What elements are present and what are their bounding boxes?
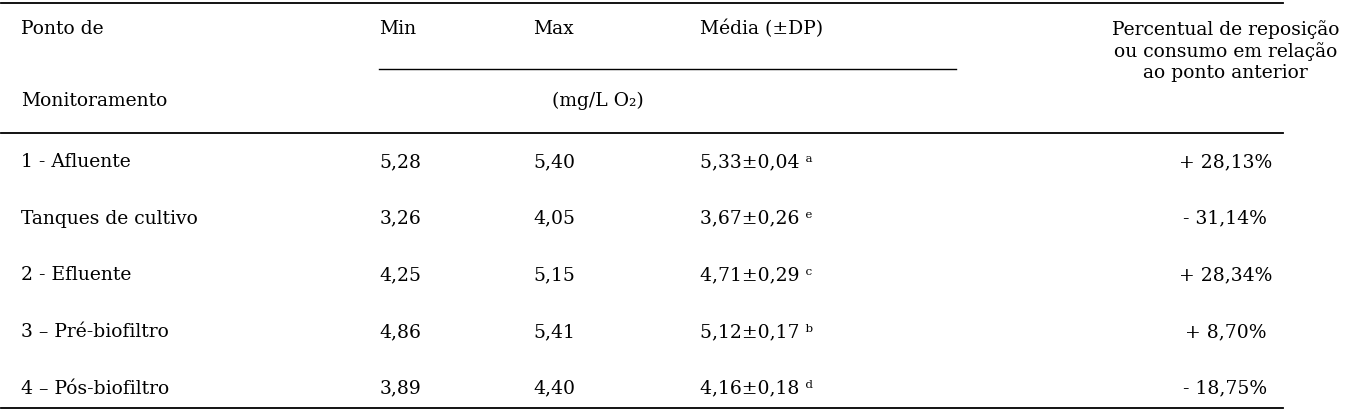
Text: 3 – Pré-biofiltro: 3 – Pré-biofiltro [20,323,169,341]
Text: + 8,70%: + 8,70% [1185,323,1266,341]
Text: 4,16±0,18 ᵈ: 4,16±0,18 ᵈ [700,380,813,398]
Text: Max: Max [534,20,574,38]
Text: - 18,75%: - 18,75% [1183,380,1267,398]
Text: 5,15: 5,15 [534,266,576,285]
Text: 1 - Afluente: 1 - Afluente [20,153,130,171]
Text: Monitoramento: Monitoramento [20,92,168,109]
Text: 4,05: 4,05 [534,210,576,228]
Text: 5,40: 5,40 [534,153,576,171]
Text: 4,86: 4,86 [380,323,422,341]
Text: 5,12±0,17 ᵇ: 5,12±0,17 ᵇ [700,323,813,341]
Text: Ponto de: Ponto de [20,20,103,38]
Text: 3,67±0,26 ᵉ: 3,67±0,26 ᵉ [700,210,812,228]
Text: 5,33±0,04 ᵃ: 5,33±0,04 ᵃ [700,153,812,171]
Text: 4 – Pós-biofiltro: 4 – Pós-biofiltro [20,380,169,398]
Text: 3,26: 3,26 [380,210,422,228]
Text: 4,25: 4,25 [380,266,422,285]
Text: + 28,13%: + 28,13% [1178,153,1271,171]
Text: Média (±DP): Média (±DP) [700,20,823,38]
Text: 4,71±0,29 ᶜ: 4,71±0,29 ᶜ [700,266,812,285]
Text: - 31,14%: - 31,14% [1183,210,1267,228]
Text: (mg/L O₂): (mg/L O₂) [553,92,644,110]
Text: Tanques de cultivo: Tanques de cultivo [20,210,197,228]
Text: 5,28: 5,28 [380,153,422,171]
Text: 4,40: 4,40 [534,380,576,398]
Text: 2 - Efluente: 2 - Efluente [20,266,131,285]
Text: 5,41: 5,41 [534,323,576,341]
Text: Min: Min [380,20,416,38]
Text: Percentual de reposição
ou consumo em relação
ao ponto anterior: Percentual de reposição ou consumo em re… [1112,20,1339,81]
Text: + 28,34%: + 28,34% [1178,266,1273,285]
Text: 3,89: 3,89 [380,380,422,398]
